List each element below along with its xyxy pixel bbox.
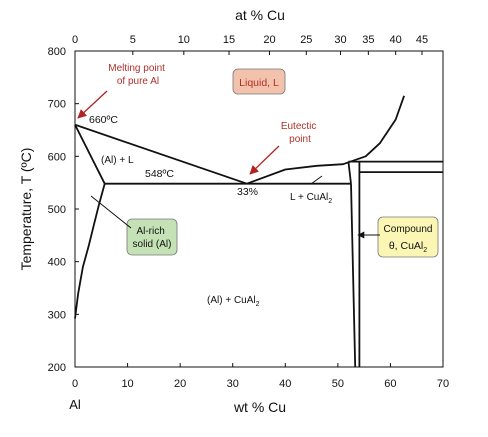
top-tick-label: 40 [390,34,402,46]
top-tick-label: 15 [223,34,235,46]
t548-label: 548ºC [145,168,174,180]
y-tick-label: 800 [48,46,66,58]
top-tick-label: 30 [334,34,346,46]
top-tick-label: 45 [416,34,428,46]
pct33-label: 33% [237,186,258,198]
y-tick-label: 400 [48,257,66,269]
top-tick-label: 35 [362,34,374,46]
x-tick-label: 40 [279,378,291,390]
phase-boundaries [74,95,443,368]
phase-boundary-line [246,95,405,185]
top-tick-label: 5 [130,34,136,46]
compound-label: Compound [384,224,433,235]
top-tick-label: 0 [72,34,78,46]
x-tick-label: 50 [332,378,344,390]
y-tick-label: 500 [48,204,66,216]
x-tick-label: 30 [227,378,239,390]
y-tick-label: 700 [48,99,66,111]
al-l-label: (Al) + L [101,155,134,166]
x-tick-label: 10 [121,378,133,390]
y-axis-title: Temperature, T (ºC) [18,148,34,271]
melting-point-arrow [77,90,108,119]
al-rich-box [126,218,178,256]
x-axis-title: wt % Cu [233,399,286,415]
x-tick-label: 0 [72,378,78,390]
eutectic-label: Eutectic point [281,121,319,145]
phase-boundary-line [350,183,357,368]
al-rich-label: Al-rich solid (Al) [133,226,172,250]
liquid-box [232,68,286,95]
bottom-axis: 0 10 20 30 40 50 60 70 [72,363,449,390]
plot-frame [74,50,444,368]
al-rich-leader [90,195,132,229]
top-tick-label: 20 [263,34,275,46]
y-tick-label: 200 [48,362,66,374]
al-cual2-label: (Al) + CuAl2 [207,295,260,308]
l-cual2-leader [310,175,323,185]
t660-label: 660ºC [89,114,118,126]
theta-label: θ, CuAl2 [389,240,427,254]
top-tick-label: 10 [178,34,190,46]
phase-boundary-line [74,123,248,185]
melting-point-label: Melting point of pure Al [108,63,167,87]
y-tick-label: 600 [48,151,66,163]
phase-boundary-line [347,161,352,184]
x-tick-label: 60 [384,378,396,390]
compound-box [377,216,439,258]
l-cual2-label: L + CuAl2 [290,192,332,205]
eutectic-arrow [249,145,280,175]
x-tick-label: 70 [437,378,449,390]
left-axis: 200 300 400 500 600 700 800 [48,46,79,374]
top-tick-label: 25 [300,34,312,46]
y-tick-label: 300 [48,309,66,321]
corner-label-al: Al [69,397,81,412]
phase-boundary-line [74,124,106,185]
top-axis: 0 5 10 15 20 25 30 35 40 45 [72,34,428,55]
x-tick-label: 20 [174,378,186,390]
top-axis-title: at % Cu [235,7,285,23]
phase-boundary-line [74,183,106,319]
liquid-label: Liquid, L [239,77,279,89]
